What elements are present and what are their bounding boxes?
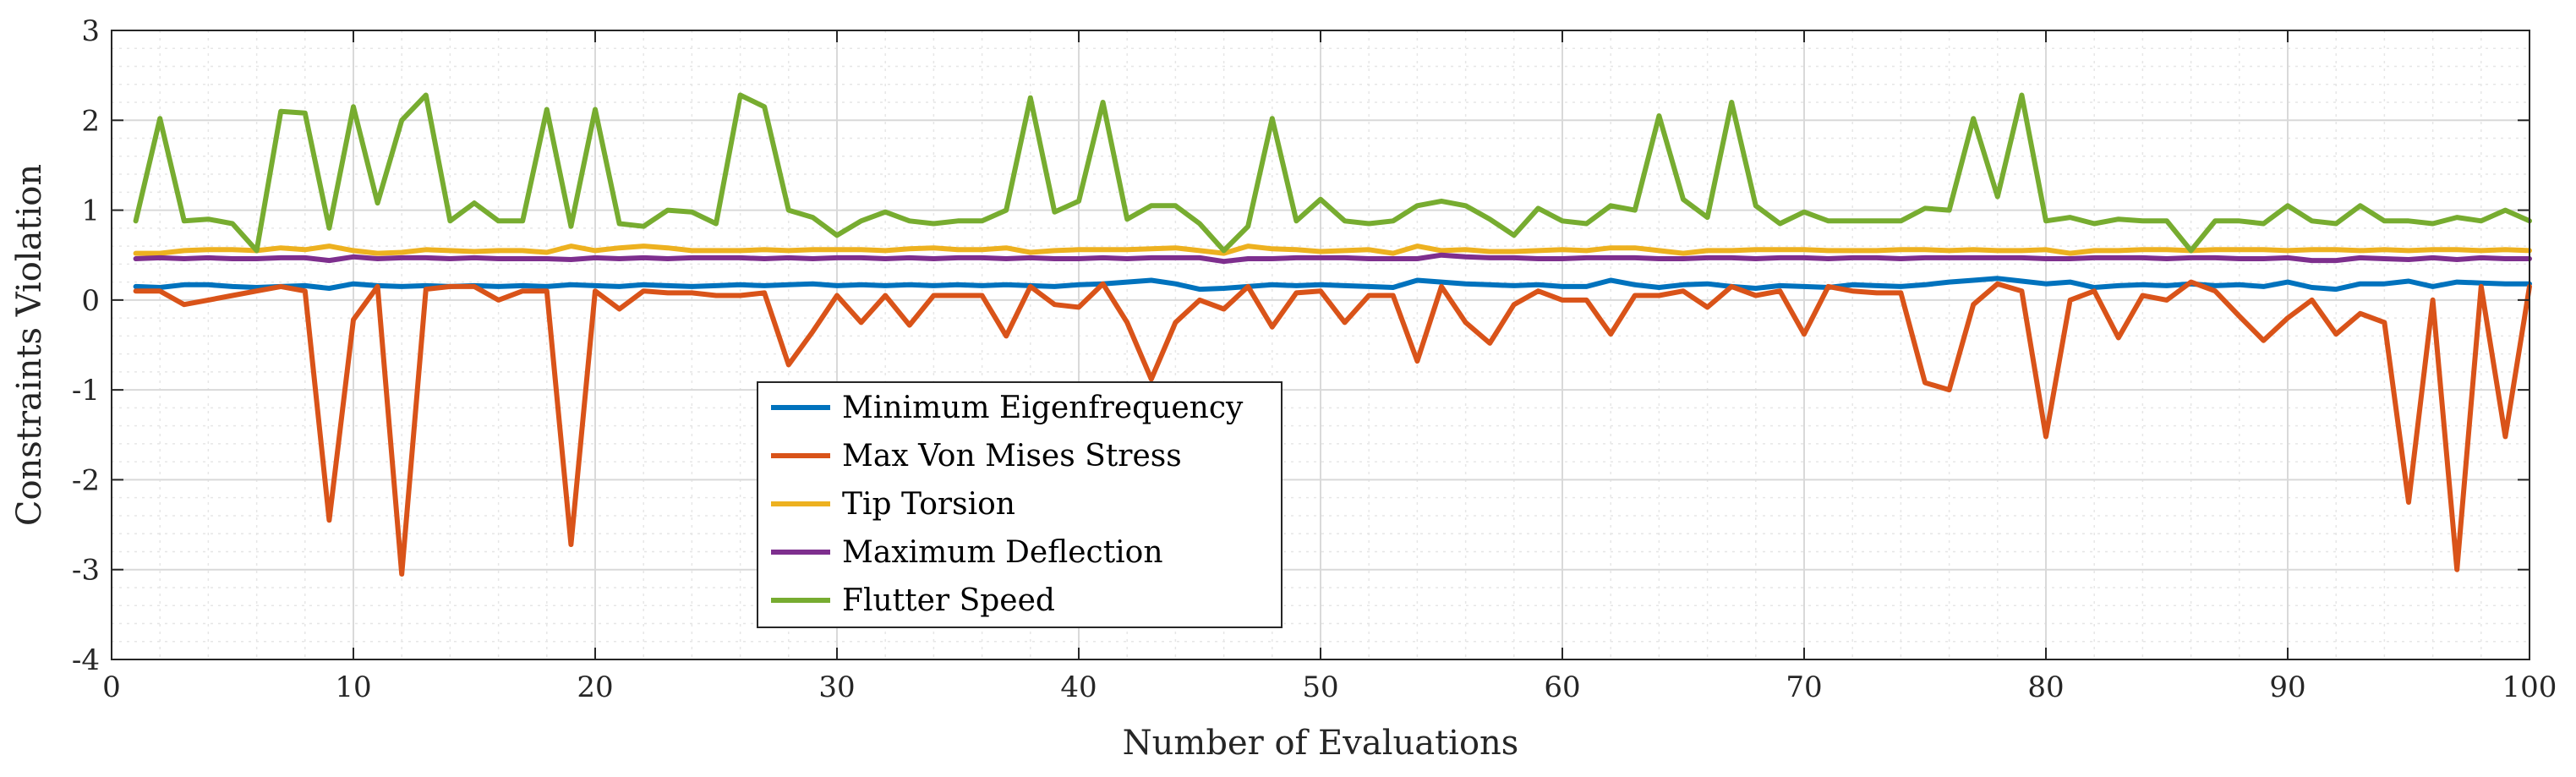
y-tick-label: -4 bbox=[72, 643, 100, 677]
x-tick-label: 30 bbox=[818, 670, 855, 704]
x-tick-label: 60 bbox=[1544, 670, 1580, 704]
series-line-flutter-speed bbox=[133, 92, 2532, 254]
series-line-tip-torsion bbox=[133, 243, 2532, 256]
y-tick-label: 3 bbox=[81, 14, 100, 48]
x-tick-label: 10 bbox=[335, 670, 371, 704]
legend-label-minimum-eigenfrequency: Minimum Eigenfrequency bbox=[842, 391, 1244, 425]
x-tick-label: 70 bbox=[1786, 670, 1822, 704]
y-tick-label: 2 bbox=[81, 104, 100, 138]
y-tick-label: -1 bbox=[72, 374, 100, 408]
x-tick-label: 90 bbox=[2269, 670, 2305, 704]
legend-label-tip-torsion: Tip Torsion bbox=[842, 487, 1015, 522]
legend-box bbox=[757, 381, 1283, 628]
y-tick-label: -3 bbox=[72, 554, 100, 588]
x-axis-title: Number of Evaluations bbox=[1123, 724, 1519, 763]
x-tick-label: 80 bbox=[2027, 670, 2064, 704]
series-group bbox=[133, 92, 2532, 577]
y-tick-label: 1 bbox=[81, 194, 100, 228]
x-tick-label: 100 bbox=[2502, 670, 2557, 704]
series-line-minimum-eigenfrequency bbox=[133, 276, 2532, 293]
major-grid bbox=[111, 30, 2530, 660]
y-tick-label: 0 bbox=[81, 284, 100, 318]
legend-label-maximum-deflection: Maximum Deflection bbox=[842, 535, 1163, 570]
x-tick-label: 40 bbox=[1060, 670, 1097, 704]
legend-label-flutter-speed: Flutter Speed bbox=[842, 583, 1055, 618]
series-line-max-von-mises-stress bbox=[133, 279, 2532, 577]
minor-grid bbox=[112, 30, 2530, 659]
x-tick-label: 20 bbox=[577, 670, 613, 704]
x-tick-label: 0 bbox=[102, 670, 121, 704]
y-axis: -4 -3 -2 -1 0 1 2 3 bbox=[72, 14, 2530, 677]
x-axis: 0 10 20 30 40 50 60 70 80 90 100 bbox=[102, 30, 2557, 704]
legend-label-max-von-mises-stress: Max Von Mises Stress bbox=[842, 439, 1182, 473]
y-tick-label: -2 bbox=[72, 463, 100, 497]
x-tick-label: 50 bbox=[1302, 670, 1338, 704]
series-line-maximum-deflection bbox=[133, 252, 2532, 265]
y-axis-title: Constraints Violation bbox=[10, 164, 49, 526]
legend: Minimum Eigenfrequency Max Von Mises Stre… bbox=[757, 381, 1283, 628]
